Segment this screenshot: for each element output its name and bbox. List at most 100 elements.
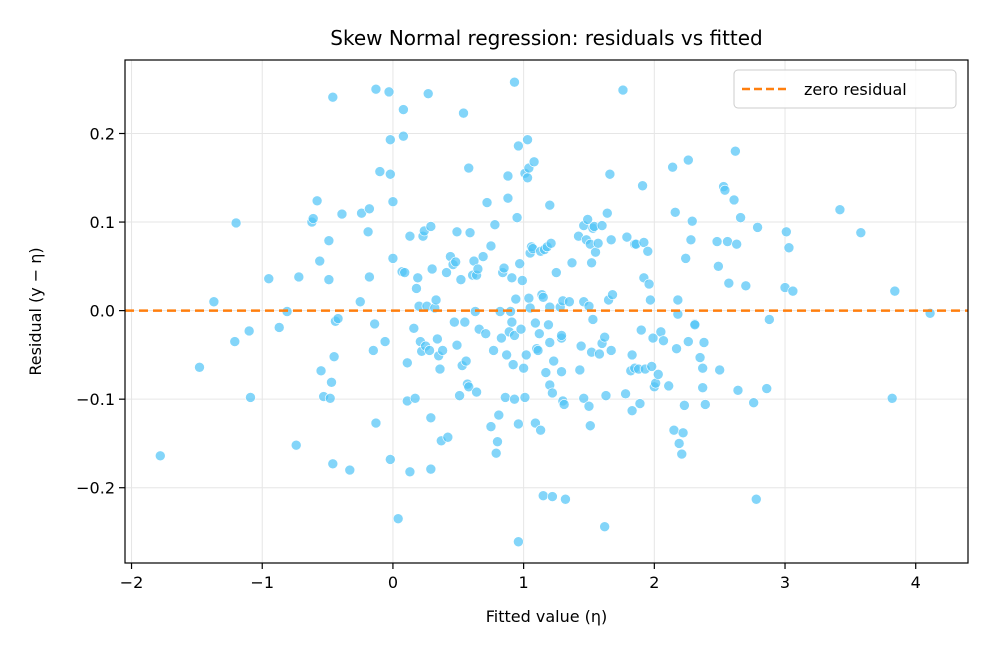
data-point — [154, 450, 166, 462]
data-points — [154, 76, 936, 548]
data-point — [364, 203, 375, 215]
data-point — [697, 382, 708, 393]
data-point — [655, 326, 667, 338]
data-point — [506, 272, 518, 284]
data-point — [422, 88, 434, 99]
data-point — [547, 387, 558, 399]
data-point — [362, 226, 374, 238]
data-point — [735, 212, 746, 223]
data-point — [605, 234, 617, 246]
y-axis-label: Residual (y − η) — [26, 247, 45, 375]
data-point — [332, 313, 344, 324]
data-point — [517, 275, 528, 286]
data-point — [398, 104, 409, 115]
x-tick-label: −1 — [250, 573, 274, 592]
data-point — [323, 274, 335, 285]
data-point — [596, 220, 608, 231]
data-point — [383, 86, 395, 98]
data-point — [509, 330, 520, 341]
data-point — [513, 418, 524, 430]
data-point — [385, 454, 396, 465]
data-point — [607, 289, 618, 300]
data-point — [368, 345, 379, 356]
data-point — [243, 325, 255, 337]
data-point — [855, 227, 867, 238]
data-point — [489, 219, 501, 231]
data-point — [600, 390, 612, 401]
data-point — [509, 393, 520, 405]
data-point — [643, 278, 655, 290]
data-point — [638, 237, 650, 248]
data-point — [404, 230, 416, 242]
data-point — [311, 195, 323, 207]
data-point — [748, 397, 759, 409]
x-tick-label: −2 — [120, 573, 144, 592]
data-point — [425, 463, 437, 475]
data-point — [677, 427, 689, 439]
data-point — [566, 257, 578, 269]
data-point — [781, 226, 792, 238]
data-point — [605, 345, 617, 356]
data-point — [574, 364, 586, 376]
data-point — [379, 336, 391, 347]
data-point — [519, 392, 531, 403]
data-point — [471, 386, 482, 398]
data-point — [635, 324, 647, 336]
data-point — [752, 222, 763, 233]
data-point — [564, 296, 575, 308]
data-point — [676, 448, 688, 460]
y-tick-label: 0.0 — [90, 302, 115, 321]
data-point — [532, 345, 544, 356]
data-point — [315, 365, 327, 377]
x-tick-label: 3 — [780, 573, 790, 592]
x-tick-label: 1 — [519, 573, 529, 592]
data-point — [307, 213, 319, 224]
data-point — [669, 207, 681, 218]
data-point — [740, 280, 752, 292]
data-point — [230, 217, 242, 229]
legend: zero residual — [733, 69, 957, 109]
data-point — [645, 294, 656, 306]
data-point — [510, 293, 522, 305]
data-point — [449, 316, 460, 328]
data-point — [540, 367, 552, 378]
data-point — [485, 240, 497, 252]
data-point — [673, 438, 685, 449]
data-point — [680, 253, 691, 264]
data-point — [634, 398, 646, 409]
legend-label: zero residual — [804, 80, 907, 99]
data-point — [513, 536, 524, 548]
y-tick-label: 0.1 — [90, 213, 115, 232]
data-point — [459, 316, 471, 328]
data-point — [481, 197, 493, 208]
data-point — [683, 336, 694, 347]
data-point — [404, 466, 416, 478]
data-point — [698, 337, 710, 348]
data-point — [586, 257, 597, 269]
data-point — [432, 333, 443, 345]
data-point — [544, 199, 556, 211]
data-point — [502, 192, 514, 204]
data-point — [412, 272, 424, 284]
data-point — [370, 83, 382, 95]
data-point — [689, 319, 701, 331]
data-point — [663, 380, 675, 392]
data-point — [583, 400, 595, 412]
data-point — [323, 235, 335, 246]
data-point — [477, 251, 489, 262]
data-point — [490, 447, 502, 459]
data-point — [761, 383, 773, 394]
data-point — [409, 392, 421, 404]
data-point — [694, 352, 706, 363]
data-point — [229, 336, 241, 347]
data-point — [637, 180, 648, 192]
data-point — [518, 362, 529, 374]
data-point — [543, 319, 554, 331]
data-point — [534, 328, 545, 339]
data-point — [364, 271, 375, 283]
data-point — [523, 292, 535, 304]
data-point — [544, 337, 556, 348]
data-point — [547, 491, 558, 502]
